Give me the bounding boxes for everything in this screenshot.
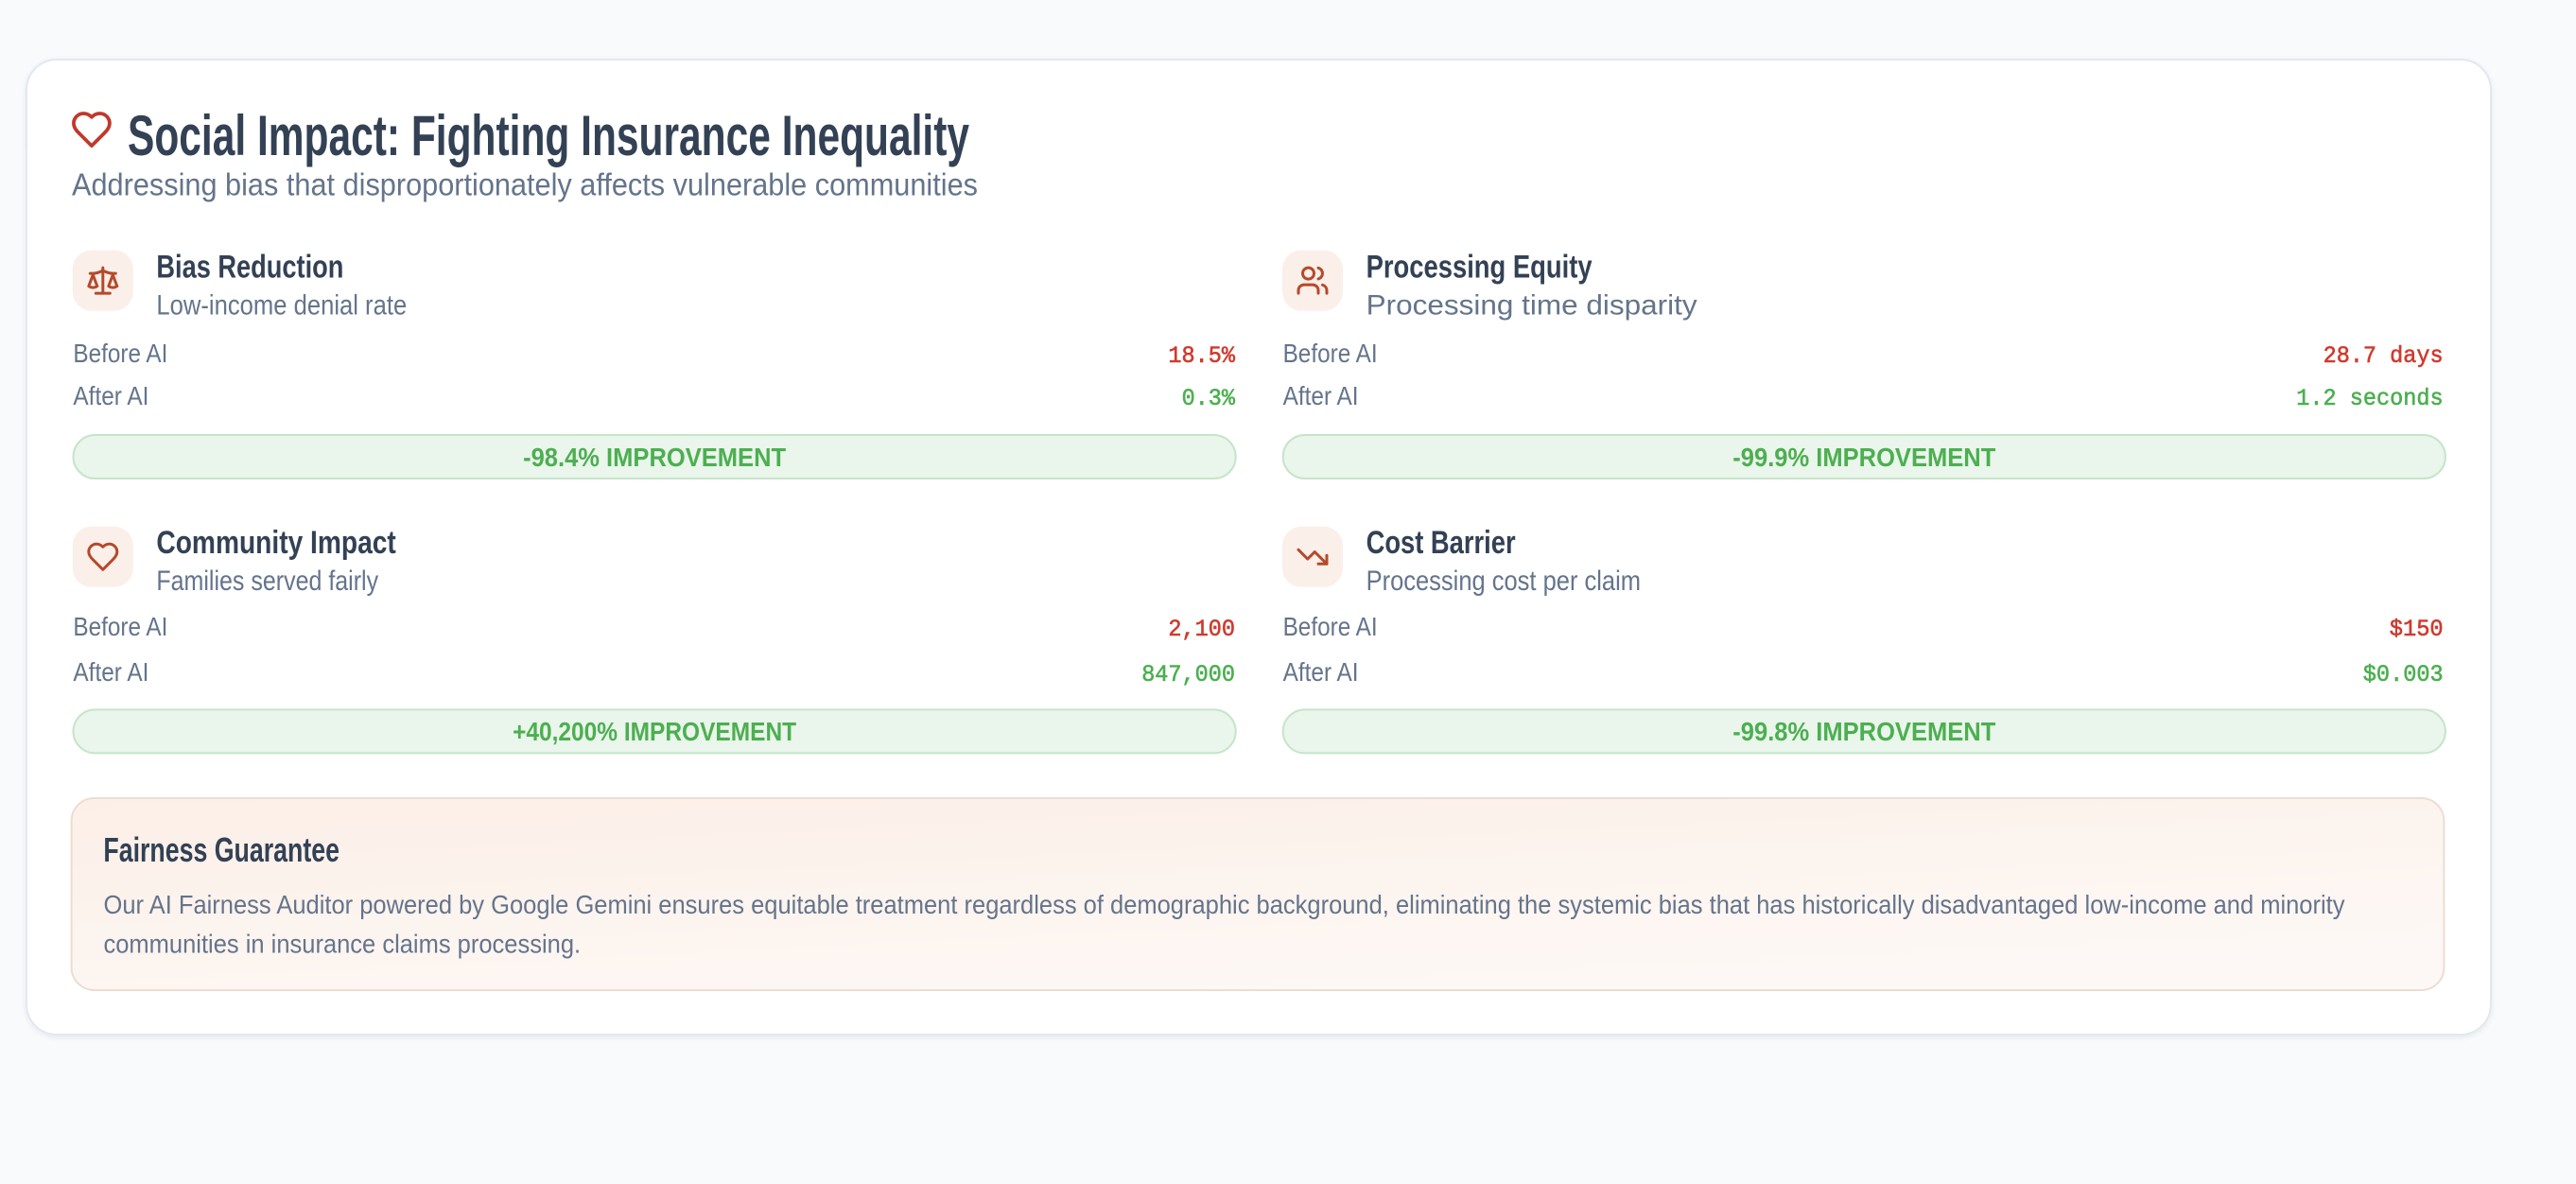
- svg-text:28.7 days: 28.7 days: [2324, 342, 2444, 370]
- svg-text:Low-income denial rate: Low-income denial rate: [156, 290, 407, 322]
- svg-text:Addressing bias that dispropor: Addressing bias that disproportionately …: [72, 167, 978, 202]
- svg-text:Before AI: Before AI: [73, 339, 167, 368]
- svg-text:Social Impact: Fighting Insura: Social Impact: Fighting Insurance Inequa…: [128, 104, 969, 167]
- svg-text:After AI: After AI: [1283, 657, 1359, 687]
- svg-text:Bias Reduction: Bias Reduction: [156, 250, 343, 286]
- svg-text:1.2 seconds: 1.2 seconds: [2296, 385, 2443, 412]
- svg-text:After AI: After AI: [73, 381, 148, 410]
- svg-text:-99.9% IMPROVEMENT: -99.9% IMPROVEMENT: [1732, 443, 1995, 472]
- svg-text:2,100: 2,100: [1168, 616, 1235, 643]
- svg-text:Before AI: Before AI: [1283, 612, 1378, 641]
- svg-text:-99.8% IMPROVEMENT: -99.8% IMPROVEMENT: [1732, 717, 1995, 746]
- svg-text:Processing Equity: Processing Equity: [1366, 250, 1593, 286]
- svg-text:847,000: 847,000: [1141, 661, 1235, 688]
- svg-text:-98.4% IMPROVEMENT: -98.4% IMPROVEMENT: [523, 443, 786, 472]
- svg-text:$0.003: $0.003: [2363, 661, 2444, 688]
- svg-text:Before AI: Before AI: [1283, 339, 1378, 368]
- svg-text:Processing time disparity: Processing time disparity: [1366, 290, 1697, 322]
- svg-text:0.3%: 0.3%: [1182, 385, 1236, 412]
- svg-text:Community Impact: Community Impact: [156, 525, 395, 561]
- svg-text:$150: $150: [2390, 616, 2444, 643]
- svg-text:Our AI Fairness Auditor powere: Our AI Fairness Auditor powered by Googl…: [104, 890, 2345, 919]
- svg-text:18.5%: 18.5%: [1168, 342, 1236, 370]
- svg-text:communities in insurance claim: communities in insurance claims processi…: [104, 929, 582, 958]
- svg-text:+40,200% IMPROVEMENT: +40,200% IMPROVEMENT: [513, 717, 796, 746]
- svg-text:Processing cost per claim: Processing cost per claim: [1366, 566, 1641, 597]
- svg-text:After AI: After AI: [1283, 381, 1359, 410]
- svg-text:Before AI: Before AI: [73, 612, 167, 641]
- svg-text:Cost Barrier: Cost Barrier: [1366, 525, 1516, 561]
- svg-text:After AI: After AI: [73, 657, 148, 687]
- svg-text:Families served fairly: Families served fairly: [156, 566, 378, 597]
- svg-text:Fairness Guarantee: Fairness Guarantee: [103, 830, 339, 869]
